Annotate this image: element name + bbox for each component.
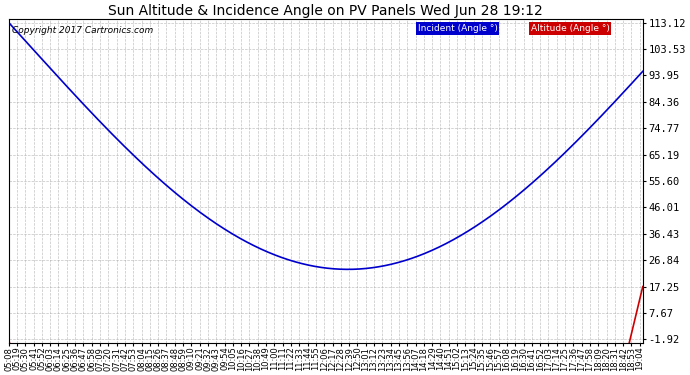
Text: Copyright 2017 Cartronics.com: Copyright 2017 Cartronics.com <box>12 26 153 35</box>
Title: Sun Altitude & Incidence Angle on PV Panels Wed Jun 28 19:12: Sun Altitude & Incidence Angle on PV Pan… <box>108 4 543 18</box>
Text: Altitude (Angle °): Altitude (Angle °) <box>531 24 609 33</box>
Text: Incident (Angle °): Incident (Angle °) <box>417 24 497 33</box>
